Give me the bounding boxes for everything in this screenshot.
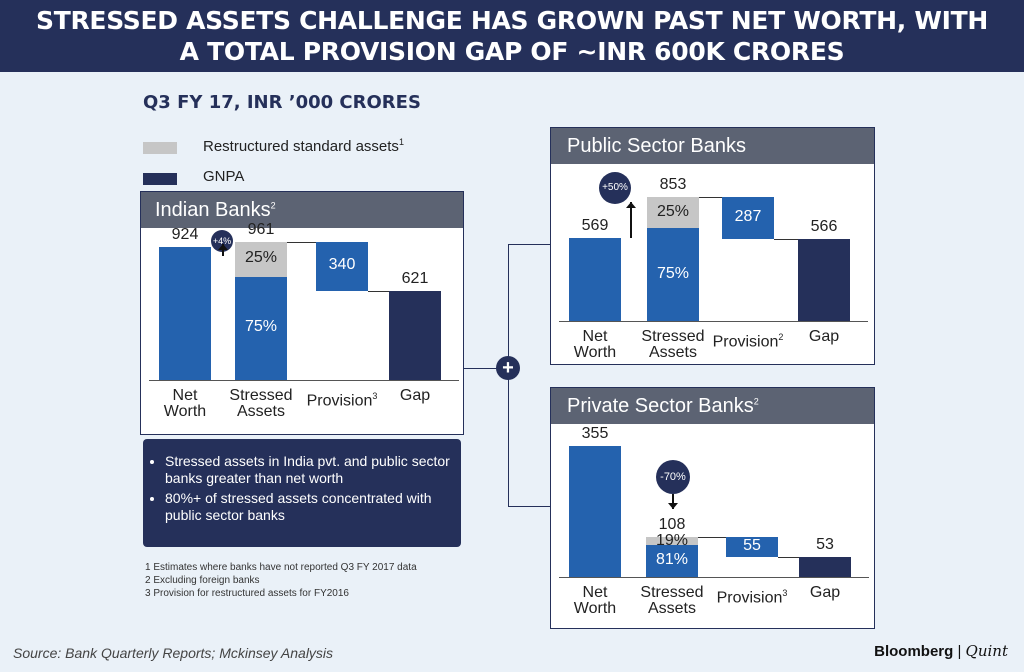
stressed-value-label: 961 [247, 221, 275, 238]
title-line-1: STRESSED ASSETS CHALLENGE HAS GROWN PAST… [36, 6, 988, 35]
change-badge: -70% [656, 460, 690, 494]
category-label-stressed-assets: Stressed Assets [640, 584, 704, 617]
connector-provision-gap [368, 290, 389, 292]
footnote-2: 2 Excluding foreign banks [145, 575, 260, 586]
connector-stressed-provision [698, 537, 726, 539]
panel-title-sup-private-sector-banks: 2 [753, 396, 759, 407]
panel-title-indian-banks: Indian Banks [155, 199, 271, 221]
gap-value-label: 621 [401, 269, 429, 287]
bar-stressed-gnpa [646, 544, 698, 577]
category-label-gap: Gap [809, 584, 841, 601]
category-label-stressed-assets: Stressed Assets [641, 328, 705, 361]
change-badge: +50% [599, 172, 631, 204]
panel-header-public-sector-banks: Public Sector Banks [551, 128, 874, 164]
title-line-2: A TOTAL PROVISION GAP OF ~INR 600K CRORE… [179, 37, 845, 66]
stressed-value-label: 853 [659, 176, 687, 193]
legend-sup-restructured: 1 [398, 137, 404, 147]
panel-header-private-sector-banks: Private Sector Banks2 [551, 388, 874, 424]
net-worth-value-label: 924 [171, 226, 199, 244]
chart-panel-indian-banks: Indian Banks2 25% 75% 340 924 961 621 Net Worth… [140, 191, 464, 435]
panel-title-sup-indian-banks: 2 [270, 200, 276, 211]
plus-icon: + [496, 356, 520, 380]
category-label-gap: Gap [808, 328, 840, 345]
stressed-restructured-pct: 25% [656, 202, 690, 220]
category-label-gap: Gap [399, 387, 431, 404]
subtitle: Q3 FY 17, INR ’000 CRORES [143, 92, 421, 113]
connector-left [462, 368, 508, 369]
title-bar: STRESSED ASSETS CHALLENGE HAS GROWN PAST… [0, 0, 1024, 72]
connector-stressed-provision [287, 242, 316, 243]
stressed-gnpa-pct: 81% [655, 550, 689, 568]
footnote-3: 3 Provision for restructured assets for … [145, 588, 349, 599]
provision-value-label: 287 [734, 207, 762, 225]
category-label-provision: Provision3 [306, 391, 378, 410]
bar-gap [799, 557, 851, 577]
category-label-stressed-assets: Stressed Assets [229, 387, 293, 420]
bar-net-worth [569, 238, 621, 321]
legend-label-gnpa: GNPA [203, 168, 245, 185]
legend-swatch-restructured [143, 142, 177, 154]
stressed-value-label: 108 [658, 516, 686, 534]
key-notes-box: Stressed assets in India pvt. and public… [143, 439, 461, 547]
up-arrow-icon [626, 202, 636, 238]
bar-gap [798, 238, 850, 321]
bar-stressed-gnpa [235, 276, 287, 380]
gap-value-label: 53 [816, 536, 834, 554]
connector-provision-gap [778, 557, 799, 559]
axis-baseline [149, 380, 459, 381]
net-worth-value-label: 355 [581, 425, 609, 442]
connector-stressed-provision [699, 197, 722, 198]
category-label-net-worth: Net Worth [573, 584, 617, 617]
bar-stressed-restructured [647, 197, 699, 228]
note-item: Stressed assets in India pvt. and public… [165, 453, 451, 487]
net-worth-value-label: 569 [581, 217, 609, 235]
bar-stressed-restructured [235, 242, 287, 277]
connector-top [508, 244, 550, 245]
footnote-1: 1 Estimates where banks have not reporte… [145, 562, 417, 573]
down-arrow-icon [668, 494, 678, 509]
axis-baseline [559, 577, 869, 578]
change-badge: +4% [211, 230, 233, 252]
stressed-restructured-pct: 25% [244, 249, 278, 267]
stressed-gnpa-pct: 75% [244, 318, 278, 336]
gap-value-label: 566 [810, 217, 838, 235]
bar-provision [726, 537, 778, 558]
brand-separator: | [957, 643, 962, 660]
bar-net-worth [569, 446, 621, 577]
bar-stressed-restructured [646, 537, 698, 545]
legend-swatch-gnpa [143, 173, 177, 185]
up-arrow-icon [218, 244, 228, 256]
note-item: 80%+ of stressed assets concentrated wit… [165, 490, 451, 524]
bar-provision [722, 197, 774, 239]
bar-net-worth [159, 247, 211, 380]
bar-gap [389, 290, 441, 380]
stressed-gnpa-pct: 75% [656, 264, 690, 282]
chart-panel-public-sector-banks: Public Sector Banks 25% 75% 287 569 853 566 Ne… [550, 127, 875, 365]
legend-label-restructured: Restructured standard assets [203, 138, 399, 155]
panel-title-public-sector-banks: Public Sector Banks [567, 135, 746, 157]
axis-baseline [559, 321, 868, 322]
brand-name: Bloomberg [874, 643, 954, 660]
category-label-provision: Provision3 [716, 588, 788, 607]
source-note: Source: Bank Quarterly Reports; Mckinsey… [13, 645, 334, 661]
category-label-provision: Provision2 [712, 332, 784, 351]
panel-title-private-sector-banks: Private Sector Banks [567, 395, 754, 417]
panel-header-indian-banks: Indian Banks2 [141, 192, 463, 228]
brand-logo: Bloomberg | Quint [874, 642, 1008, 660]
brand-suffix: Quint [965, 642, 1008, 660]
stressed-restructured-pct: 19% [655, 531, 689, 549]
provision-value-label: 55 [743, 537, 761, 555]
category-label-net-worth: Net Worth [573, 328, 617, 361]
bar-provision [316, 242, 368, 291]
bar-stressed-gnpa [647, 228, 699, 321]
chart-panel-private-sector-banks: Private Sector Banks2 19% 81% 55 355 108 53 Ne… [550, 387, 875, 629]
connector-bottom [508, 506, 550, 507]
category-label-net-worth: Net Worth [163, 387, 207, 420]
connector-provision-gap [774, 238, 798, 240]
provision-value-label: 340 [328, 256, 356, 274]
